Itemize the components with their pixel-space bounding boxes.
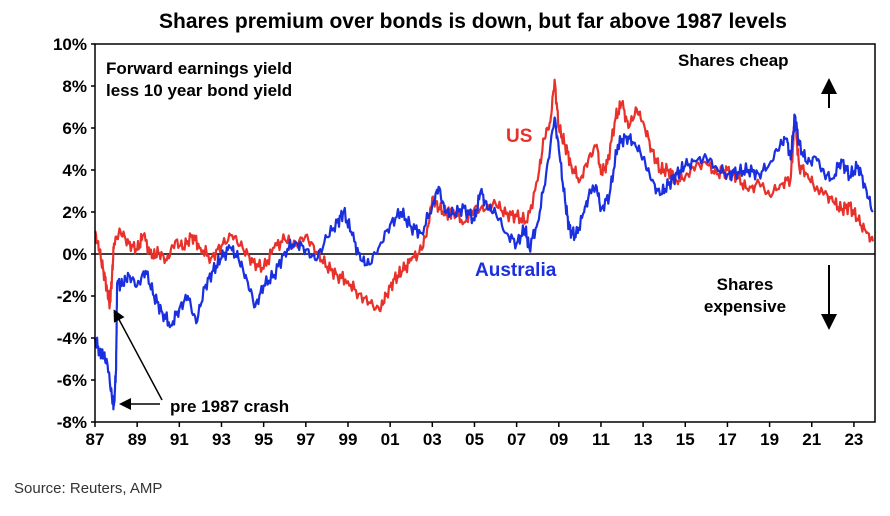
y-tick-label: 2% <box>62 203 87 222</box>
x-tick-label: 95 <box>254 430 273 449</box>
x-tick-label: 23 <box>844 430 863 449</box>
x-tick-label: 19 <box>760 430 779 449</box>
shares-expensive-label-2: expensive <box>704 297 786 316</box>
y-tick-label: 8% <box>62 77 87 96</box>
x-tick-label: 89 <box>128 430 147 449</box>
x-tick-label: 87 <box>86 430 105 449</box>
y-tick-label: -8% <box>57 413 87 432</box>
shares-cheap-label: Shares cheap <box>678 51 789 70</box>
chart-title: Shares premium over bonds is down, but f… <box>159 10 787 33</box>
us-series-label: US <box>506 126 532 147</box>
x-tick-label: 03 <box>423 430 442 449</box>
y-tick-label: -4% <box>57 329 87 348</box>
australia-series-label: Australia <box>475 260 557 281</box>
x-tick-label: 91 <box>170 430 189 449</box>
x-tick-label: 97 <box>296 430 315 449</box>
x-tick-label: 01 <box>381 430 400 449</box>
crash-arrow-1 <box>113 309 163 401</box>
x-tick-label: 15 <box>676 430 695 449</box>
y-tick-label: 6% <box>62 119 87 138</box>
x-tick-label: 21 <box>802 430 821 449</box>
x-axis: 87 89 91 93 95 97 99 01 03 05 07 09 11 13 15 17 19 21 23 <box>86 422 863 449</box>
crash-annotation: pre 1987 crash <box>170 397 289 416</box>
legend-line-2: less 10 year bond yield <box>106 81 292 100</box>
x-tick-label: 11 <box>592 430 610 449</box>
source-note: Source: Reuters, AMP <box>14 480 163 497</box>
y-axis: 10% 8% 6% 4% 2% 0% -2% -4% -6% -8% <box>53 35 95 432</box>
series-layer <box>93 78 875 411</box>
y-tick-label: 10% <box>53 35 87 54</box>
legend-line-1: Forward earnings yield <box>106 59 292 78</box>
x-tick-label: 13 <box>634 430 653 449</box>
y-tick-label: -2% <box>57 287 87 306</box>
y-tick-label: 4% <box>62 161 87 180</box>
x-tick-label: 07 <box>507 430 526 449</box>
plot-frame <box>94 43 876 423</box>
y-tick-label: -6% <box>57 371 87 390</box>
x-tick-label: 09 <box>549 430 568 449</box>
series-line-australia <box>93 113 874 411</box>
x-tick-label: 99 <box>339 430 358 449</box>
shares-expensive-label-1: Shares <box>717 275 774 294</box>
x-tick-label: 17 <box>718 430 737 449</box>
chart: Shares premium over bonds is down, but f… <box>53 10 876 449</box>
x-tick-label: 93 <box>212 430 231 449</box>
x-tick-label: 05 <box>465 430 484 449</box>
series-line-us <box>93 78 874 313</box>
y-tick-label: 0% <box>62 245 87 264</box>
